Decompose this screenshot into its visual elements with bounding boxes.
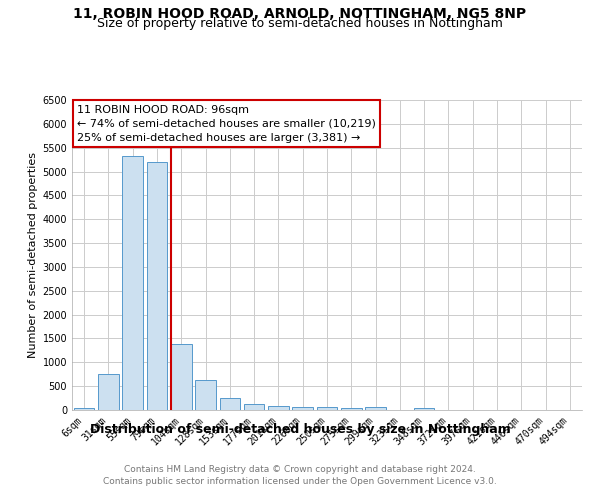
Bar bbox=[317, 407, 337, 410]
Bar bbox=[74, 408, 94, 410]
Bar bbox=[171, 344, 191, 410]
Text: 11 ROBIN HOOD ROAD: 96sqm
← 74% of semi-detached houses are smaller (10,219)
25%: 11 ROBIN HOOD ROAD: 96sqm ← 74% of semi-… bbox=[77, 104, 376, 142]
Text: Size of property relative to semi-detached houses in Nottingham: Size of property relative to semi-detach… bbox=[97, 18, 503, 30]
Text: Contains HM Land Registry data © Crown copyright and database right 2024.: Contains HM Land Registry data © Crown c… bbox=[124, 465, 476, 474]
Text: Contains public sector information licensed under the Open Government Licence v3: Contains public sector information licen… bbox=[103, 478, 497, 486]
Bar bbox=[244, 404, 265, 410]
Bar bbox=[122, 156, 143, 410]
Bar bbox=[268, 406, 289, 410]
Text: 11, ROBIN HOOD ROAD, ARNOLD, NOTTINGHAM, NG5 8NP: 11, ROBIN HOOD ROAD, ARNOLD, NOTTINGHAM,… bbox=[73, 8, 527, 22]
Bar bbox=[341, 408, 362, 410]
Bar bbox=[220, 398, 240, 410]
Bar bbox=[98, 374, 119, 410]
Bar bbox=[365, 408, 386, 410]
Text: Distribution of semi-detached houses by size in Nottingham: Distribution of semi-detached houses by … bbox=[89, 422, 511, 436]
Bar bbox=[146, 162, 167, 410]
Bar bbox=[292, 408, 313, 410]
Bar bbox=[414, 408, 434, 410]
Y-axis label: Number of semi-detached properties: Number of semi-detached properties bbox=[28, 152, 38, 358]
Bar bbox=[195, 380, 216, 410]
